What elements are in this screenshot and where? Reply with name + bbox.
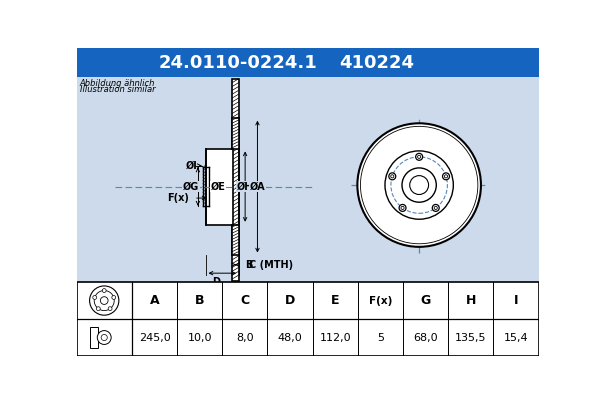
Text: ØE: ØE [211, 182, 225, 192]
Text: 15,4: 15,4 [503, 332, 528, 342]
Text: 48,0: 48,0 [278, 332, 302, 342]
Circle shape [443, 173, 449, 180]
Text: 10,0: 10,0 [187, 332, 212, 342]
Bar [232, 118, 239, 148]
Circle shape [100, 297, 108, 304]
Circle shape [97, 330, 111, 344]
Text: C: C [241, 294, 250, 307]
Text: C (MTH): C (MTH) [249, 260, 293, 270]
Circle shape [402, 168, 436, 202]
Text: 245,0: 245,0 [139, 332, 170, 342]
Circle shape [108, 307, 112, 310]
Text: B: B [245, 260, 252, 270]
Text: F(x): F(x) [369, 296, 392, 306]
Text: Illustration similar: Illustration similar [80, 85, 155, 94]
Circle shape [101, 334, 107, 341]
Text: D: D [212, 277, 220, 287]
Bar [91, 327, 98, 348]
Circle shape [112, 296, 116, 299]
Bar [232, 79, 239, 280]
Bar [77, 77, 539, 282]
Text: 5: 5 [377, 332, 384, 342]
Circle shape [432, 204, 439, 211]
Text: 112,0: 112,0 [319, 332, 351, 342]
Bar [232, 225, 239, 256]
Circle shape [361, 126, 478, 244]
Text: I: I [514, 294, 518, 307]
Text: B: B [195, 294, 205, 307]
Text: G: G [421, 294, 431, 307]
Circle shape [401, 206, 404, 210]
Text: Abbildung ähnlich: Abbildung ähnlich [80, 79, 155, 88]
Text: 24.0110-0224.1: 24.0110-0224.1 [159, 54, 317, 72]
Text: D: D [285, 294, 295, 307]
Bar [77, 48, 539, 77]
Circle shape [391, 175, 394, 178]
Circle shape [445, 175, 448, 178]
Bar [206, 148, 233, 225]
Circle shape [97, 307, 100, 310]
Text: 135,5: 135,5 [455, 332, 487, 342]
Circle shape [410, 176, 428, 194]
Circle shape [385, 151, 454, 219]
Bar [77, 282, 539, 356]
Text: F(x): F(x) [167, 193, 188, 203]
Text: 8,0: 8,0 [236, 332, 254, 342]
Text: 68,0: 68,0 [413, 332, 438, 342]
Circle shape [418, 155, 421, 158]
Text: 410224: 410224 [340, 54, 415, 72]
Circle shape [399, 204, 406, 211]
Text: A: A [150, 294, 160, 307]
Circle shape [93, 296, 97, 299]
Text: H: H [466, 294, 476, 307]
Circle shape [434, 206, 437, 210]
Text: Ate: Ate [394, 184, 452, 214]
Text: ØH: ØH [237, 182, 253, 192]
Text: ØG: ØG [183, 182, 199, 192]
Circle shape [89, 286, 119, 315]
Circle shape [358, 123, 481, 247]
Circle shape [416, 153, 422, 160]
Circle shape [94, 290, 114, 310]
Circle shape [389, 173, 396, 180]
Text: E: E [331, 294, 340, 307]
Text: ØA: ØA [250, 182, 265, 192]
Circle shape [102, 289, 106, 292]
Text: ØI: ØI [186, 160, 197, 170]
